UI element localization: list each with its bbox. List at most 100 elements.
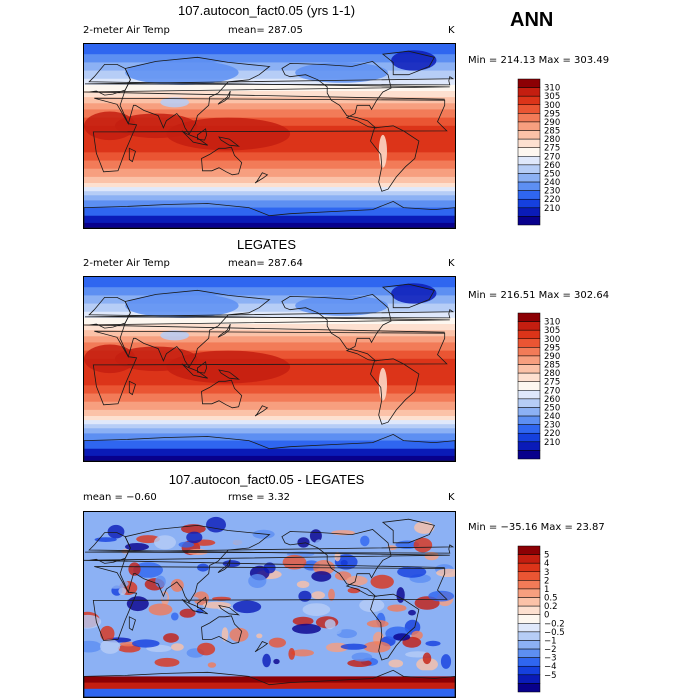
cbar1-label: 305 xyxy=(544,92,560,102)
cbar3-box xyxy=(517,580,541,590)
cbar2-label: 210 xyxy=(544,438,560,448)
map3-anomaly xyxy=(331,626,342,635)
cbar1-box xyxy=(517,164,541,174)
cbar1-box xyxy=(517,121,541,131)
map3-anomaly xyxy=(179,608,196,618)
map2-coastline xyxy=(218,369,240,380)
cbar1-box xyxy=(517,190,541,200)
cbar2-label: 300 xyxy=(544,335,560,345)
map2-band xyxy=(84,317,455,325)
cbar1-box xyxy=(517,87,541,97)
map2-band xyxy=(84,428,455,434)
map3-band xyxy=(84,688,455,697)
map3-anomaly xyxy=(94,537,117,542)
map3-anomaly xyxy=(397,566,427,578)
panel1-units: K xyxy=(448,25,455,36)
map3-anomaly xyxy=(256,633,263,639)
cbar3-box xyxy=(517,614,541,624)
map2-coastline xyxy=(381,283,436,309)
cbar3-box xyxy=(517,571,541,581)
cbar1-box xyxy=(517,156,541,166)
map3-anomaly xyxy=(370,574,394,589)
map3-band xyxy=(84,676,455,684)
cbar3-box xyxy=(517,648,541,658)
map2-band xyxy=(84,336,455,344)
panel3-minmax: Min = −35.16 Max = 23.87 xyxy=(468,522,605,533)
map3-anomaly xyxy=(178,541,194,548)
map2-band xyxy=(84,324,455,331)
map2-band xyxy=(84,385,455,395)
map3-anomaly xyxy=(422,652,432,665)
cbar3-label: 2 xyxy=(544,576,549,586)
cbar1-label: 310 xyxy=(544,84,560,94)
cbar1-label: 210 xyxy=(544,204,560,214)
cbar1-label: 230 xyxy=(544,187,560,197)
map3-anomaly xyxy=(292,616,314,626)
map3-anomaly xyxy=(324,619,336,630)
map1-coastline xyxy=(381,50,436,76)
map3-anomaly xyxy=(396,587,405,603)
map3-anomaly xyxy=(107,524,125,539)
cbar1-box xyxy=(517,95,541,106)
cbar2-box xyxy=(517,338,541,348)
cbar1-box xyxy=(517,147,541,157)
map1-band xyxy=(84,109,455,119)
cbar2-label: 280 xyxy=(544,369,560,379)
map3-anomaly xyxy=(311,591,325,600)
cbar2-box xyxy=(517,364,541,374)
map3-anomaly xyxy=(132,639,160,648)
cbar2-label: 310 xyxy=(544,318,560,328)
map2-coastline xyxy=(119,289,271,368)
map1-band xyxy=(84,222,455,228)
map3-anomaly xyxy=(336,629,357,639)
panel3-units: K xyxy=(448,492,455,503)
cbar3-box xyxy=(517,674,541,684)
map3-anomaly xyxy=(125,543,149,551)
map3-coastline xyxy=(217,559,231,573)
map3-coastline xyxy=(370,593,420,661)
map3-anomaly xyxy=(128,562,141,576)
cbar1-label: 285 xyxy=(544,127,560,137)
map3-coastline xyxy=(84,669,455,697)
map3-coastline xyxy=(197,596,208,610)
cbar2-label: 290 xyxy=(544,352,560,362)
map3-anomaly xyxy=(408,609,416,616)
cbar1-label: 290 xyxy=(544,118,560,128)
map3-coastline xyxy=(254,641,269,653)
map3-anomaly xyxy=(221,627,229,642)
map1-patch xyxy=(378,134,387,168)
panel1-minmax: Min = 214.13 Max = 303.49 xyxy=(468,55,610,66)
map1-band xyxy=(84,168,455,178)
map3-anomaly xyxy=(171,643,184,651)
map2-coastline xyxy=(254,405,269,417)
map3-anomaly xyxy=(296,580,310,588)
map3-anomaly xyxy=(363,641,391,653)
map2-patch xyxy=(391,283,437,304)
map3-coastline xyxy=(218,604,240,616)
map1-band xyxy=(84,78,455,86)
cbar3-box xyxy=(517,554,541,564)
map2-band xyxy=(84,448,455,457)
panel3-colorbar: 5 4 3 2 1 0.5 0.2 0 −0.2 −0.5 −1 −2 −3 −4 −5 xyxy=(517,545,578,693)
map3-anomaly xyxy=(202,601,231,609)
cbar2-box xyxy=(517,329,541,340)
map3-anomaly xyxy=(84,614,102,629)
map2-patch xyxy=(84,344,136,374)
map1-band xyxy=(84,152,455,162)
cbar3-box xyxy=(517,665,541,676)
map2-band xyxy=(84,393,455,403)
map3-coastline xyxy=(92,566,448,641)
cbar3-box xyxy=(517,623,541,633)
map3-anomaly xyxy=(440,654,452,669)
cbar2-label: 295 xyxy=(544,343,560,353)
cbar2-label: 260 xyxy=(544,395,560,405)
cbar2-label: 275 xyxy=(544,378,560,388)
map3-anomaly xyxy=(366,620,389,628)
cbar1-box xyxy=(517,198,541,209)
map3-anomaly xyxy=(340,643,367,650)
panel2-units: K xyxy=(448,258,455,269)
map1-band xyxy=(84,44,455,55)
map3-anomaly xyxy=(370,546,391,551)
map1-coastline xyxy=(218,136,240,147)
cbar1-label: 220 xyxy=(544,195,560,205)
